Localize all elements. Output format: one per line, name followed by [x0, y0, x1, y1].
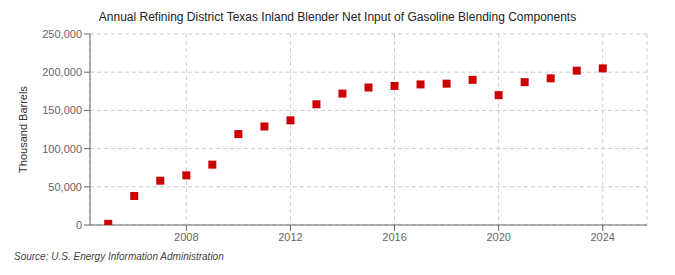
svg-text:200,000: 200,000: [42, 66, 82, 78]
svg-text:100,000: 100,000: [42, 143, 82, 155]
svg-text:2020: 2020: [486, 231, 510, 243]
svg-text:2012: 2012: [278, 231, 302, 243]
svg-text:50,000: 50,000: [48, 181, 82, 193]
svg-text:Thousand Barrels: Thousand Barrels: [17, 86, 29, 173]
svg-text:250,000: 250,000: [42, 28, 82, 40]
svg-text:2016: 2016: [382, 231, 406, 243]
svg-text:150,000: 150,000: [42, 104, 82, 116]
html-text:Source: U.S. Energy Informatio: Source: U.S. Energy Information Administ…: [14, 251, 224, 262]
svg-text:0: 0: [76, 219, 82, 231]
svg-text:2024: 2024: [591, 231, 615, 243]
html-text:Annual Refining District Texas: Annual Refining District Texas Inland Bl…: [98, 10, 577, 24]
svg-text:2008: 2008: [174, 231, 198, 243]
